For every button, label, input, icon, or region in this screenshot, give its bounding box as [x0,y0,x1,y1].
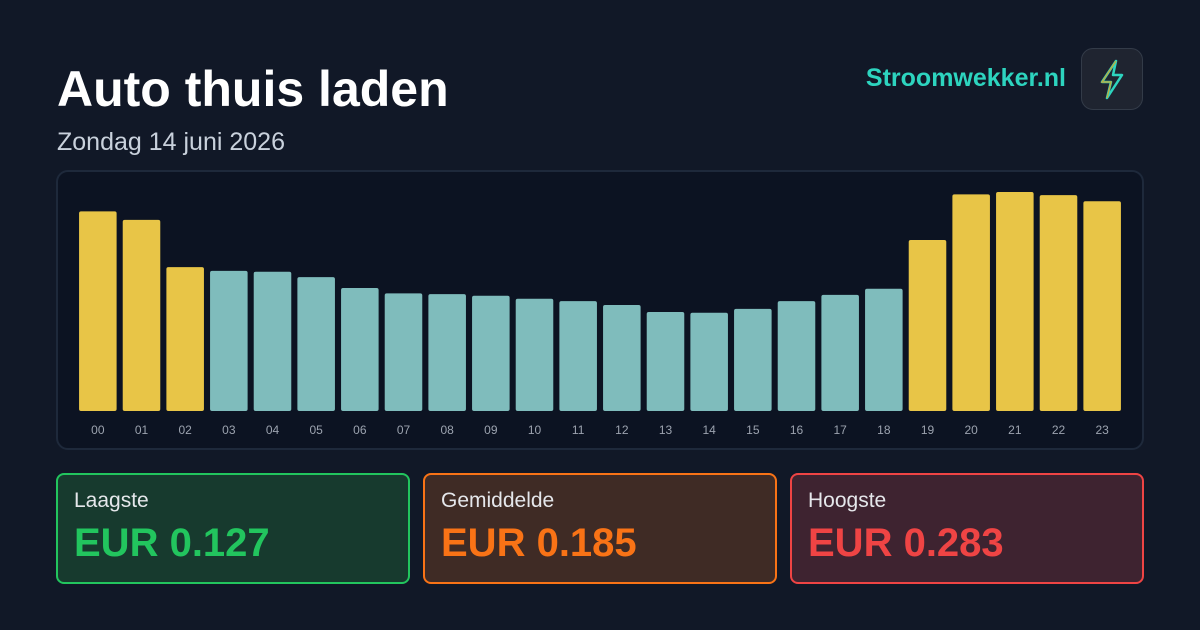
bar [210,270,248,411]
bar [428,294,466,411]
title: Auto thuis laden [57,61,449,117]
bar [996,192,1034,411]
bar [1039,195,1078,411]
brand[interactable]: Stroomwekker.nl [865,64,1066,92]
bar [297,277,335,411]
bar [79,211,117,411]
chart: 00 01 02 03 04 05 06 07 08 09 10 11 12 13 14 15 16 17 18 19… [79,192,1121,437]
x-tick-label: 13 [659,423,673,437]
x-tick-label: 01 [135,423,149,437]
x-tick-label: 21 [1008,423,1022,437]
x-tick-label: 07 [397,423,411,437]
bar [1083,201,1121,411]
bar [253,271,292,411]
bar [166,267,204,411]
stat-card: Laagste EUR 0.127 [56,473,410,584]
bar [777,301,816,411]
x-tick-label: 18 [877,423,891,437]
stat-value: EUR 0.283 [808,521,1004,565]
stat-card: Hoogste EUR 0.283 [790,473,1144,584]
x-tick-label: 20 [964,423,978,437]
x-tick-label: 22 [1052,423,1066,437]
bar [559,301,597,411]
stat-value: EUR 0.127 [74,521,270,565]
bar [384,293,423,411]
stat-label: Hoogste [808,489,887,512]
stat-label: Gemiddelde [441,489,555,512]
logo-icon [1081,48,1143,110]
x-tick-label: 14 [702,423,716,437]
bar [341,287,379,411]
x-tick-label: 09 [484,423,498,437]
bar [908,239,947,411]
subtitle: Zondag 14 juni 2026 [57,128,285,156]
x-tick-label: 05 [309,423,323,437]
bar [515,298,554,411]
bar [952,194,990,411]
x-tick-label: 03 [222,423,236,437]
bar [821,294,859,411]
x-tick-label: 04 [266,423,280,437]
bar [865,288,903,411]
bar [472,295,510,411]
x-tick-label: 12 [615,423,629,437]
bar [734,308,772,411]
chart-panel: 00 01 02 03 04 05 06 07 08 09 10 11 12 13 14 15 16 17 18 19… [56,170,1144,450]
x-tick-label: 06 [353,423,367,437]
x-tick-label: 17 [833,423,847,437]
x-tick-label: 15 [746,423,760,437]
bar [122,219,161,411]
x-tick-label: 02 [178,423,192,437]
x-tick-label: 08 [440,423,454,437]
bar [646,311,685,411]
stat-label: Laagste [74,489,149,512]
x-tick-label: 16 [790,423,804,437]
x-tick-label: 11 [572,423,585,437]
bar [690,312,728,411]
stat-card: Gemiddelde EUR 0.185 [423,473,777,584]
x-tick-label: 23 [1095,423,1109,437]
stat-value: EUR 0.185 [441,521,637,565]
bar [603,304,641,411]
x-tick-label: 00 [91,423,105,437]
x-tick-label: 19 [921,423,935,437]
x-tick-label: 10 [528,423,542,437]
bolt [1100,59,1124,100]
